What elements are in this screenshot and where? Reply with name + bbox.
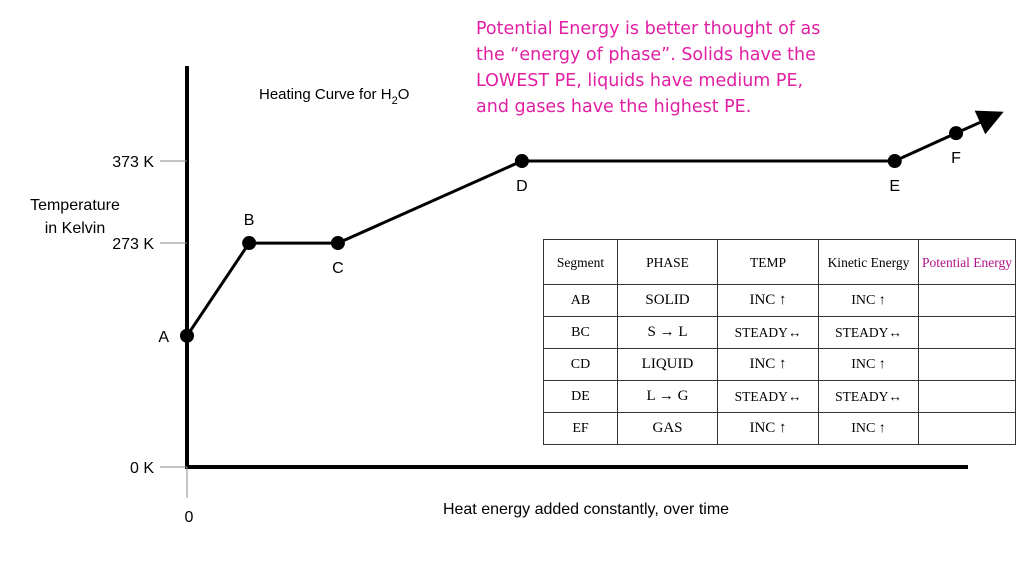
cell-segment: EF [543, 412, 618, 445]
cell-kinetic-energy: INC ↑ [818, 412, 919, 445]
x-tick-label-0: 0 [185, 509, 194, 526]
y-axis-label-line1: Temperature [30, 197, 120, 214]
table-row: AB SOLID INC ↑ INC ↑ [543, 284, 1016, 317]
cell-kinetic-energy: INC ↑ [818, 284, 919, 317]
table-header-row: Segment PHASE TEMP Kinetic Energy Potent… [543, 239, 1016, 285]
point-b [242, 236, 257, 251]
y-ticks: 0 K 273 K 373 K [112, 154, 187, 477]
point-label-a: A [158, 329, 169, 346]
note-line-3: LOWEST PE, liquids have medium PE, [476, 71, 804, 91]
cell-segment: AB [543, 284, 618, 317]
point-e [887, 154, 902, 169]
header-segment: Segment [543, 239, 618, 285]
point-label-f: F [951, 150, 961, 167]
table-row: DE L → G STEADY↔ STEADY↔ [543, 380, 1016, 413]
cell-potential-energy [918, 316, 1016, 349]
y-tick-label-273: 273 K [112, 236, 154, 253]
cell-temp: STEADY↔ [717, 380, 819, 413]
y-tick-label-373: 373 K [112, 154, 154, 171]
chart-title: Heating Curve for H2O [259, 86, 409, 107]
cell-potential-energy [918, 380, 1016, 413]
header-potential-energy: Potential Energy [918, 239, 1016, 285]
header-phase: PHASE [617, 239, 718, 285]
curve-arrow-head [974, 110, 1004, 135]
cell-kinetic-energy: STEADY↔ [818, 380, 919, 413]
x-axis-label: Heat energy added constantly, over time [443, 501, 729, 518]
cell-kinetic-energy: INC ↑ [818, 348, 919, 381]
point-label-e: E [889, 178, 900, 195]
cell-phase: L → G [617, 380, 718, 413]
cell-segment: BC [543, 316, 618, 349]
cell-temp: STEADY↔ [717, 316, 819, 349]
y-tick-label-0: 0 K [130, 460, 154, 477]
note-line-2: the “energy of phase”. Solids have the [476, 45, 816, 65]
note-line-1: Potential Energy is better thought of as [476, 19, 821, 39]
cell-segment: CD [543, 348, 618, 381]
table-row: EF GAS INC ↑ INC ↑ [543, 412, 1016, 445]
cell-potential-energy [918, 348, 1016, 381]
cell-kinetic-energy: STEADY↔ [818, 316, 919, 349]
cell-temp: INC ↑ [717, 348, 819, 381]
header-temp: TEMP [717, 239, 819, 285]
point-d [514, 154, 529, 169]
cell-phase: S → L [617, 316, 718, 349]
potential-energy-note: Potential Energy is better thought of as… [476, 16, 906, 120]
y-axis-label-line2: in Kelvin [45, 220, 105, 237]
point-label-d: D [516, 178, 528, 195]
heating-curve-line [185, 131, 957, 337]
point-f [949, 126, 964, 141]
table-row: BC S → L STEADY↔ STEADY↔ [543, 316, 1016, 349]
point-a [180, 328, 194, 343]
cell-potential-energy [918, 412, 1016, 445]
cell-phase: SOLID [617, 284, 718, 317]
note-line-4: and gases have the highest PE. [476, 97, 752, 117]
point-label-b: B [244, 212, 255, 229]
point-c [330, 236, 345, 251]
point-label-c: C [332, 260, 344, 277]
cell-temp: INC ↑ [717, 412, 819, 445]
cell-phase: LIQUID [617, 348, 718, 381]
cell-segment: DE [543, 380, 618, 413]
phase-summary-table: Segment PHASE TEMP Kinetic Energy Potent… [543, 239, 1016, 445]
cell-temp: INC ↑ [717, 284, 819, 317]
cell-phase: GAS [617, 412, 718, 445]
header-kinetic-energy: Kinetic Energy [818, 239, 919, 285]
table-row: CD LIQUID INC ↑ INC ↑ [543, 348, 1016, 381]
cell-potential-energy [918, 284, 1016, 317]
